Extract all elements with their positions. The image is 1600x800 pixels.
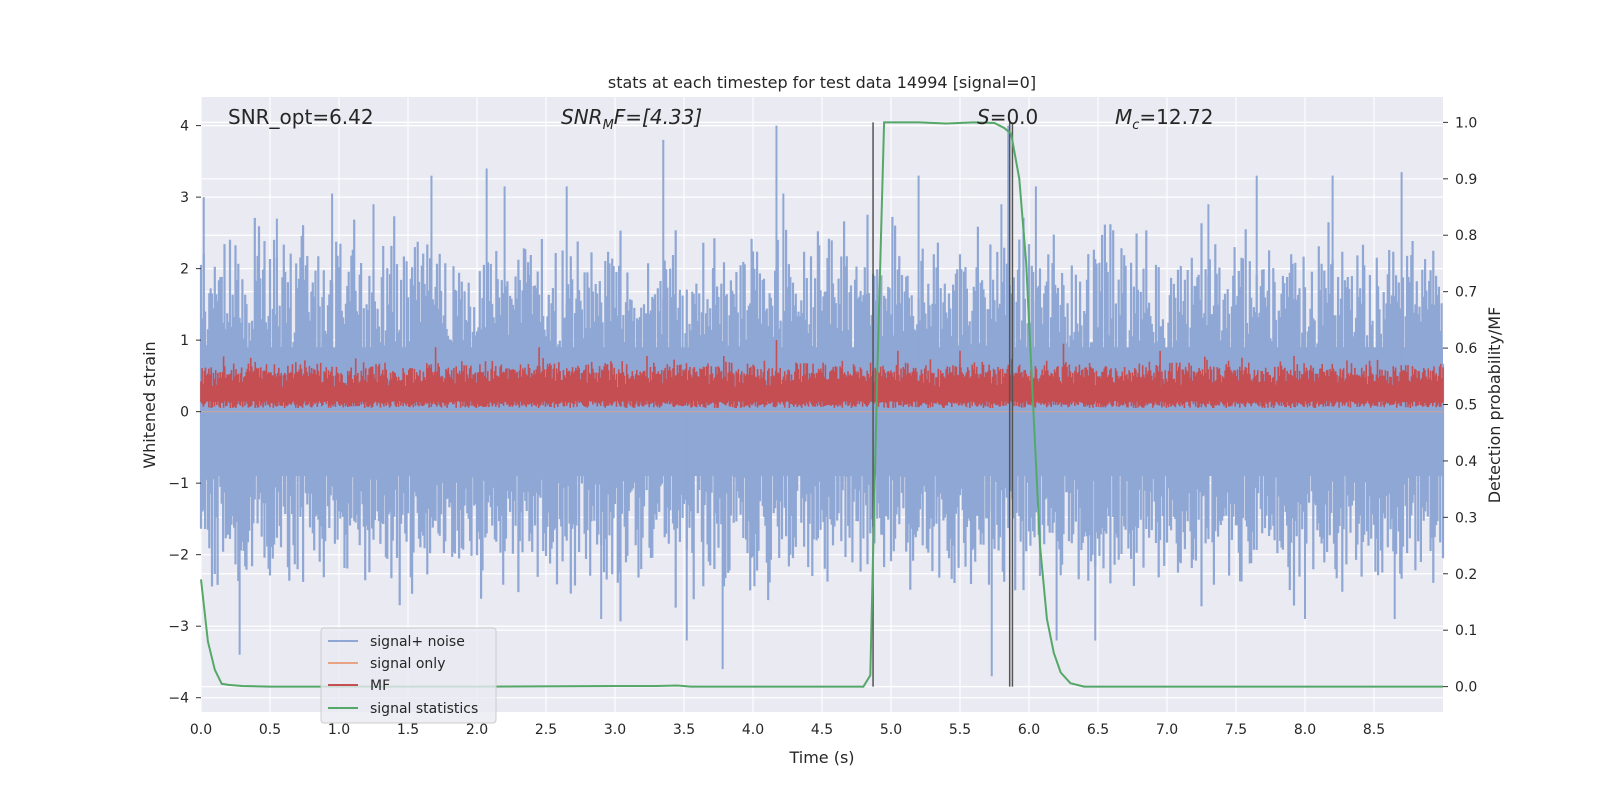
legend-label-signal-noise: signal+ noise <box>370 634 465 650</box>
annotation-mc: Mc=12.72 <box>1115 105 1213 133</box>
chart-title: stats at each timestep for test data 149… <box>608 73 1036 92</box>
x-tick-label: 6.0 <box>1018 722 1040 738</box>
left-y-tick-label: 0 <box>180 405 189 421</box>
left-y-tick-label: −1 <box>168 476 189 492</box>
annotation-s: S=0.0 <box>977 105 1038 129</box>
left-y-axis-title: Whitened strain <box>140 341 159 468</box>
legend-label-signal-only: signal only <box>370 656 445 672</box>
right-y-tick-label: 0.1 <box>1455 623 1477 639</box>
annotation-snr-mf: SNRMF=[4.33] <box>561 105 702 133</box>
x-tick-label: 4.0 <box>742 722 764 738</box>
x-tick-label: 8.0 <box>1294 722 1316 738</box>
mf-trace <box>200 355 1444 409</box>
x-tick-label: 3.0 <box>604 722 626 738</box>
right-y-tick-label: 0.8 <box>1455 228 1477 244</box>
legend-label-mf: MF <box>370 678 390 694</box>
left-y-axis-ticks: 4 3 2 1 0 −1 −2 −3 −4 <box>168 119 201 707</box>
x-tick-label: 5.0 <box>880 722 902 738</box>
left-y-tick-label: −2 <box>168 548 189 564</box>
right-y-tick-label: 0.3 <box>1455 510 1477 526</box>
right-y-tick-label: 0.6 <box>1455 341 1477 357</box>
right-y-tick-label: 0.5 <box>1455 398 1477 414</box>
right-y-tick-label: 0.4 <box>1455 454 1477 470</box>
x-axis-ticks: 0.0 0.5 1.0 1.5 2.0 2.5 3.0 3.5 4.0 4.5 5.0 5.5 6.0 6… <box>190 722 1385 738</box>
right-y-axis-ticks: 1.0 0.9 0.8 0.7 0.6 0.5 0.4 0.3 0.2 0.1 0.0 <box>1443 115 1477 696</box>
right-y-tick-label: 0.7 <box>1455 285 1477 301</box>
right-y-tick-label: 0.0 <box>1455 680 1477 696</box>
x-tick-label: 7.5 <box>1225 722 1247 738</box>
x-tick-label: 7.0 <box>1156 722 1178 738</box>
annotation-snr-opt: SNR_opt=6.42 <box>228 105 374 129</box>
mf-series <box>200 340 1444 409</box>
right-y-axis-title: Detection probability/MF <box>1485 307 1504 504</box>
x-tick-label: 4.5 <box>811 722 833 738</box>
legend-label-signal-statistics: signal statistics <box>370 701 478 717</box>
x-tick-label: 5.5 <box>949 722 971 738</box>
x-axis-title: Time (s) <box>788 748 854 767</box>
left-y-tick-label: 4 <box>180 119 189 135</box>
x-tick-label: 1.5 <box>397 722 419 738</box>
left-y-tick-label: −4 <box>168 691 189 707</box>
x-tick-label: 8.5 <box>1363 722 1385 738</box>
left-y-tick-label: −3 <box>168 619 189 635</box>
x-tick-label: 0.0 <box>190 722 212 738</box>
x-tick-label: 2.5 <box>535 722 557 738</box>
x-tick-label: 3.5 <box>673 722 695 738</box>
x-tick-label: 0.5 <box>259 722 281 738</box>
right-y-tick-label: 1.0 <box>1455 115 1477 131</box>
signal-statistics-line <box>200 121 1443 688</box>
right-y-tick-label: 0.9 <box>1455 172 1477 188</box>
x-tick-label: 6.5 <box>1087 722 1109 738</box>
x-tick-label: 1.0 <box>328 722 350 738</box>
left-y-tick-label: 1 <box>180 333 189 349</box>
signal-statistics-series <box>200 121 1443 688</box>
right-y-tick-label: 0.2 <box>1455 567 1477 583</box>
left-y-tick-label: 3 <box>180 190 189 206</box>
legend-box <box>320 627 497 724</box>
x-tick-label: 2.0 <box>466 722 488 738</box>
legend: signal+ noise signal only MF signal stat… <box>320 627 497 724</box>
left-y-tick-label: 2 <box>180 262 189 278</box>
